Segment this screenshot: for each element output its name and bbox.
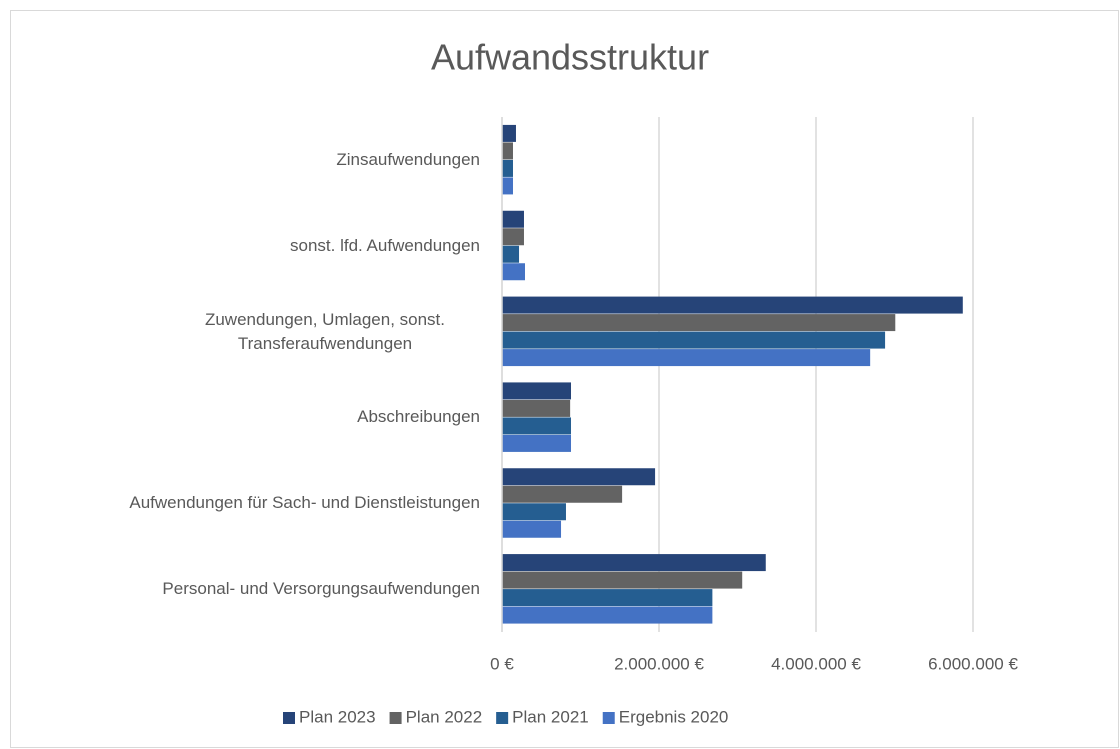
chart-title: Aufwandsstruktur [431,37,709,78]
bar [502,503,566,521]
category-label-box: Abschreibungen [0,377,480,457]
bar [502,589,713,607]
category-label-box: Personal- und Versorgungsaufwendungen [0,549,480,629]
y-tick-label: sonst. lfd. Aufwendungen [290,235,480,255]
bar [502,331,886,349]
bar [502,382,572,400]
category-label-box: sonst. lfd. Aufwendungen [0,206,480,286]
bar [502,434,572,452]
x-tick-label: 4.000.000 € [771,654,861,673]
x-tick-label: 6.000.000 € [928,654,1018,673]
bar [502,485,623,503]
bar [502,296,963,314]
y-tick-label: Zinsaufwendungen [336,149,480,169]
bar [502,571,743,589]
y-tick-label: Personal- und Versorgungsaufwendungen [162,579,480,599]
legend-label: Ergebnis 2020 [619,707,729,726]
category-label-box: Zinsaufwendungen [0,120,480,200]
bar [502,314,896,332]
legend-swatch [389,712,402,724]
bar [502,349,871,367]
bar [502,177,513,195]
legend-swatch [283,712,295,724]
category-label-box: Zuwendungen, Umlagen, sonst. Transferauf… [0,292,480,372]
y-tick-label: Aufwendungen für Sach- und Dienstleistun… [129,493,480,513]
bar [502,245,520,263]
category-label-box: Aufwendungen für Sach- und Dienstleistun… [0,463,480,543]
legend-swatch [602,712,615,724]
legend-label: Plan 2022 [406,707,483,726]
bar [502,520,562,538]
bar [502,142,513,160]
bar [502,399,571,417]
bar [502,159,513,177]
y-tick-label: Zuwendungen, Umlagen, sonst. Transferauf… [204,309,446,353]
legend-label: Plan 2023 [299,707,376,726]
chart-border [10,10,1119,748]
y-tick-label: Abschreibungen [357,407,480,427]
legend-label: Plan 2021 [512,707,589,726]
bar [502,606,713,624]
bar [502,210,524,228]
bar [502,554,766,572]
bar [502,124,516,142]
bar [502,263,526,281]
legend-swatch [496,712,509,724]
bar [502,228,524,246]
bar [502,468,656,486]
x-tick-label: 0 € [490,654,514,673]
bar [502,417,572,435]
x-tick-label: 2.000.000 € [614,654,704,673]
